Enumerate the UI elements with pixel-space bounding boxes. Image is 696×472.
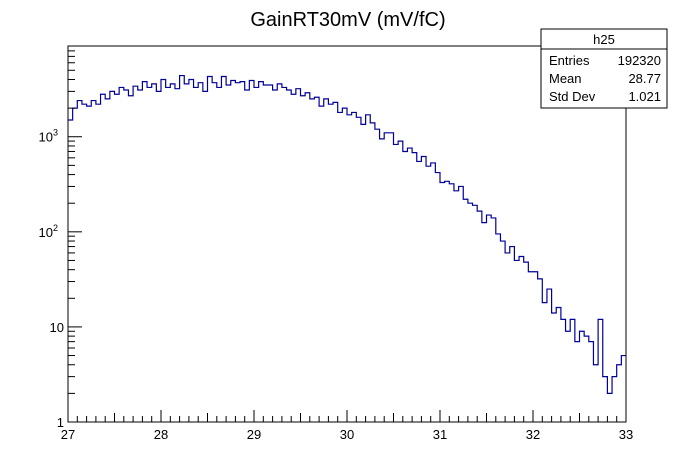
y-tick-label: 10 <box>50 320 64 335</box>
y-tick-label: 1 <box>57 415 64 430</box>
y-tick-label: 102 <box>39 223 58 240</box>
x-tick-label: 32 <box>526 427 540 442</box>
x-tick-label: 28 <box>154 427 168 442</box>
x-tick-label: 29 <box>247 427 261 442</box>
x-tick-label: 31 <box>433 427 447 442</box>
stats-stddev-label: Std Dev <box>549 89 596 104</box>
stats-box: h25 Entries 192320 Mean 28.77 Std Dev 1.… <box>540 28 668 109</box>
plot-area: 27 28 29 30 31 32 33 1 10 102 103 <box>39 45 633 442</box>
stats-stddev-value: 1.021 <box>628 89 661 104</box>
stats-box-frame <box>540 28 668 109</box>
stats-entries-value: 192320 <box>618 53 661 68</box>
stats-histogram-name: h25 <box>593 32 615 47</box>
stats-entries-label: Entries <box>549 53 590 68</box>
stats-mean-value: 28.77 <box>628 71 661 86</box>
x-tick-label: 30 <box>340 427 354 442</box>
stats-mean-label: Mean <box>549 71 582 86</box>
chart-title: GainRT30mV (mV/fC) <box>250 9 445 31</box>
histogram-series-line <box>68 74 626 394</box>
x-tick-label: 27 <box>61 427 75 442</box>
x-tick-label: 33 <box>619 427 633 442</box>
y-tick-label: 103 <box>39 128 58 145</box>
